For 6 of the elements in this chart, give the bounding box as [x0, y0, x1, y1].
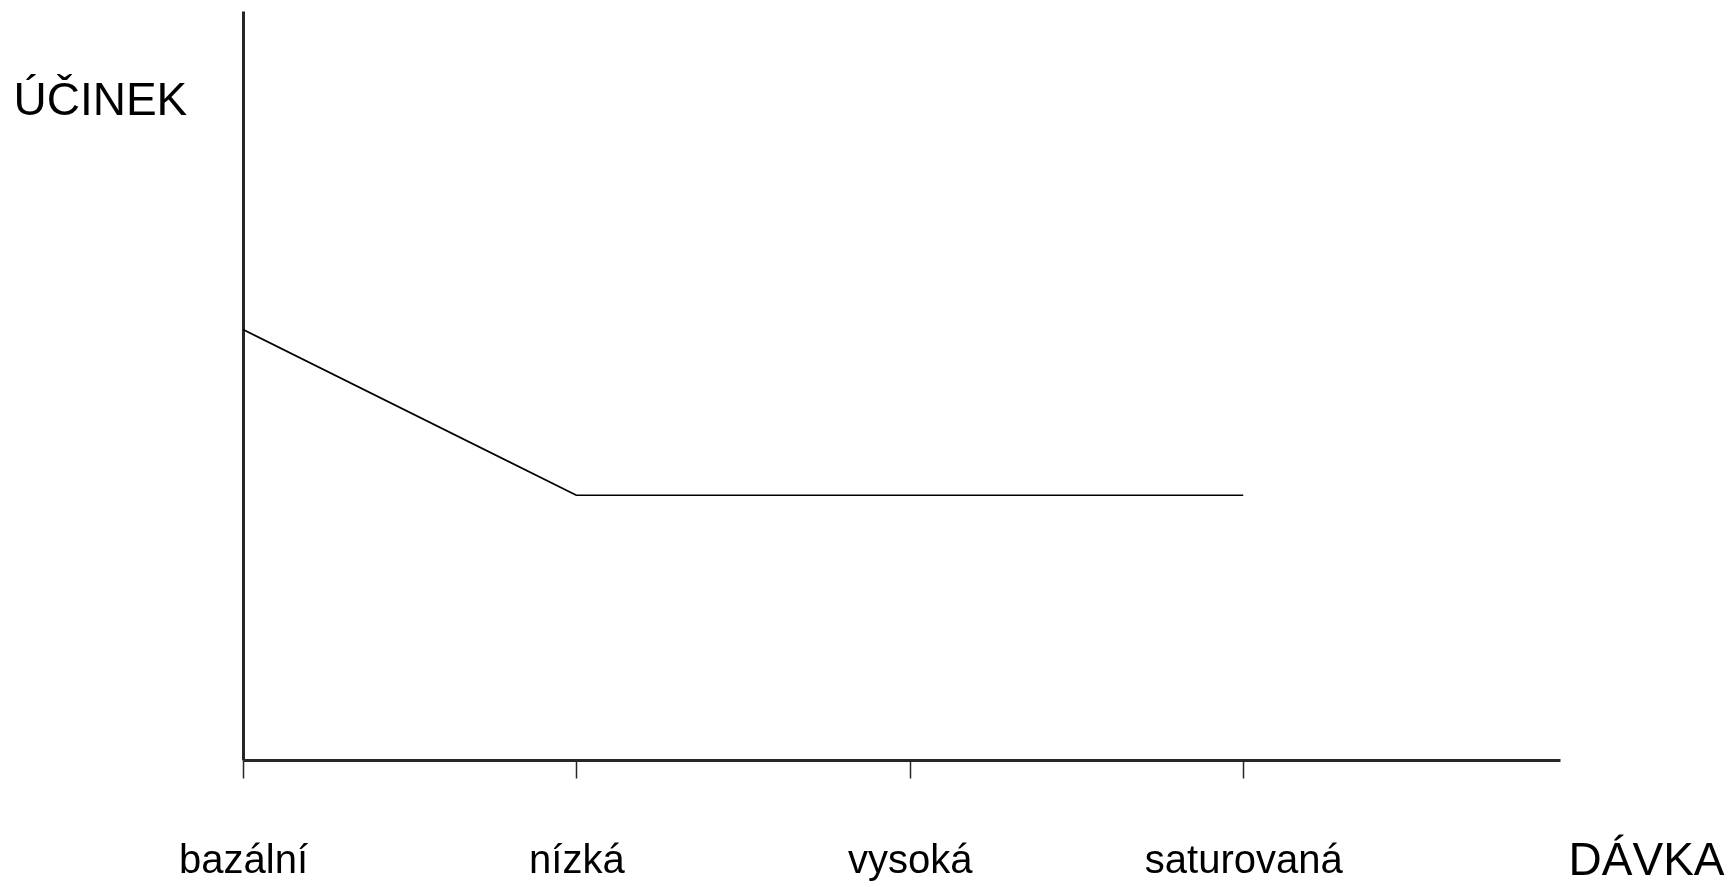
x-tick-label: bazální [179, 836, 308, 881]
x-tick-label: nízká [529, 836, 626, 881]
y-axis-title: ÚČINEK [13, 72, 188, 125]
x-tick-label: vysoká [848, 836, 974, 881]
x-tick-label: saturovaná [1144, 836, 1344, 881]
x-axis-title: DÁVKA [1568, 832, 1725, 885]
